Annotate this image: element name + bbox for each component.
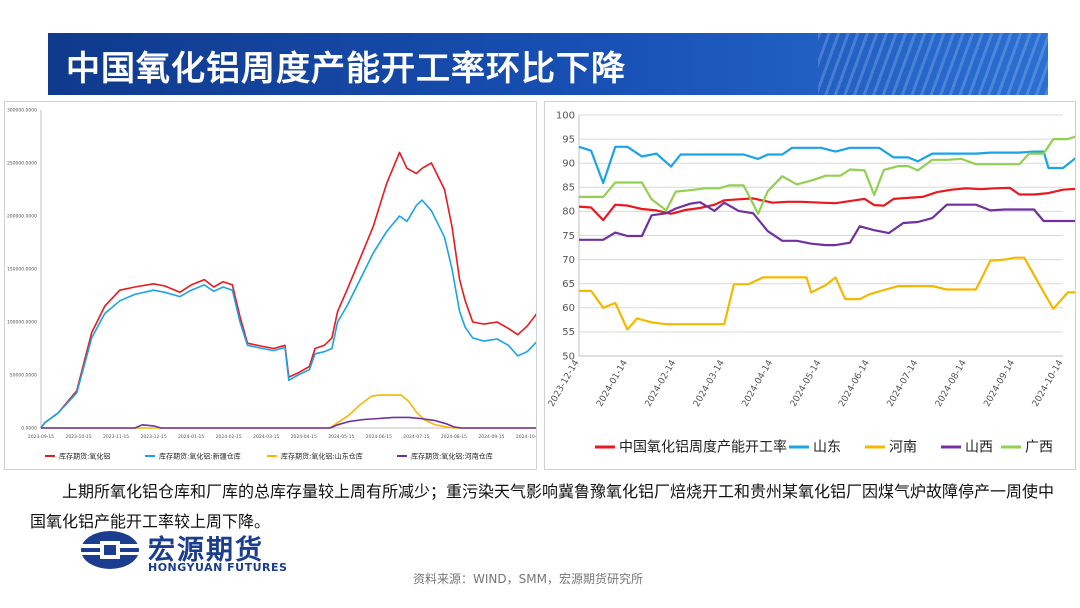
y-tick-label: 100 <box>556 110 575 121</box>
legend-label: 库存期货:氧化铝:河南仓库 <box>411 451 493 460</box>
legend-label: 河南 <box>889 440 917 456</box>
x-tick-label: 2024-04-15 <box>291 434 317 440</box>
y-tick-label: 200000.0000 <box>7 214 37 220</box>
operating-rate-chart: 50 55 60 65 70 75 80 85 90 95 100 2023-12-14 2024-01… <box>547 110 1075 456</box>
x-tick-label: 2024-04-14 <box>740 358 775 409</box>
x-tick-label: 2024-03-15 <box>253 434 279 440</box>
y-tick-label: 250000.0000 <box>7 161 37 167</box>
series-line-3 <box>579 256 1075 331</box>
y-tick-label: 0.0000 <box>21 426 37 432</box>
banner-decoration <box>818 33 1048 95</box>
title-banner: 中国氧化铝周度产能开工率环比下降 <box>48 33 1048 95</box>
x-tick-label: 2024-01-14 <box>595 358 630 409</box>
series-line-5 <box>579 135 1075 215</box>
legend-label: 山西 <box>965 440 993 456</box>
source-note: 资料来源：WIND，SMM，宏源期货研究所 <box>413 572 643 586</box>
x-tick-label: 2024-05-15 <box>328 434 354 440</box>
x-tick-label: 2024-01-15 <box>178 434 204 440</box>
x-tick-label: 2023-12-14 <box>547 358 582 409</box>
x-tick-label: 2024-07-15 <box>403 434 429 440</box>
x-tick-label: 2024-06-14 <box>837 358 872 409</box>
logo-english-name: HONGYUAN FUTURES <box>148 561 288 574</box>
series-line-4 <box>579 201 1075 247</box>
x-tick-label: 2023-12-15 <box>141 434 167 440</box>
x-tick-label: 2024-07-14 <box>886 358 921 409</box>
y-tick-label: 65 <box>562 279 575 290</box>
y-tick-label: 95 <box>562 134 575 145</box>
x-tick-label: 2024-08-15 <box>441 434 467 440</box>
legend-label: 广西 <box>1025 440 1053 456</box>
legend-label: 库存期货:氧化铝:新疆仓库 <box>159 451 241 460</box>
y-tick-label: 50000.0000 <box>10 373 37 379</box>
x-tick-label: 2024-06-15 <box>366 434 392 440</box>
x-tick-label: 2024-09-15 <box>478 434 504 440</box>
y-tick-label: 55 <box>562 327 575 338</box>
legend-label: 中国氧化铝周度产能开工率 <box>619 439 787 456</box>
company-logo: 宏源期货 HONGYUAN FUTURES <box>80 528 310 574</box>
legend-label: 库存期货:氧化铝:山东仓库 <box>281 451 363 460</box>
hongyuan-logo-icon <box>80 531 144 569</box>
x-tick-label: 2024-10-14 <box>1031 358 1066 409</box>
y-tick-label: 70 <box>562 255 575 266</box>
inventory-chart: 0.0000 50000.0000 100000.0000 150000.0000 20… <box>7 108 536 460</box>
y-tick-label: 50 <box>562 351 575 362</box>
legend-label: 库存期货:氧化铝 <box>59 451 110 460</box>
series-line-2 <box>40 199 536 429</box>
inventory-chart-panel: 0.0000 50000.0000 100000.0000 150000.0000 20… <box>4 101 537 470</box>
x-tick-label: 2024-02-14 <box>644 358 679 409</box>
x-tick-label: 2023-10-15 <box>65 434 91 440</box>
description-text: 上期所氧化铝仓库和厂库的总库存量较上周有所减少；重污染天气影响冀鲁豫氧化铝厂焙烧… <box>30 482 1055 531</box>
logo-chinese-name: 宏源期货 <box>148 535 264 566</box>
x-tick-label: 2024-05-14 <box>789 358 824 409</box>
legend-label: 山东 <box>813 440 841 456</box>
y-tick-label: 90 <box>562 159 575 170</box>
series-line-4 <box>41 416 536 429</box>
x-tick-label: 2024-09-14 <box>982 358 1017 409</box>
page-title: 中国氧化铝周度产能开工率环比下降 <box>66 49 626 89</box>
series-line-1 <box>40 151 536 429</box>
x-tick-label: 2023-09-15 <box>28 434 54 440</box>
y-tick-label: 60 <box>562 303 575 314</box>
x-tick-label: 2024-08-14 <box>934 358 969 409</box>
x-tick-label: 2024-03-14 <box>692 358 727 409</box>
y-tick-label: 75 <box>562 231 575 242</box>
y-tick-label: 85 <box>562 183 575 194</box>
y-tick-label: 100000.0000 <box>7 320 37 326</box>
y-tick-label: 150000.0000 <box>7 267 37 273</box>
operating-rate-chart-panel: 50 55 60 65 70 75 80 85 90 95 100 2023-12-14 2024-01… <box>544 101 1076 470</box>
x-tick-label: 2024-02-15 <box>216 434 242 440</box>
series-line-2 <box>578 145 1075 185</box>
x-tick-label: 2023-11-15 <box>103 434 129 440</box>
x-tick-label: 2024-10-15 <box>516 434 536 440</box>
series-line-3 <box>41 394 536 429</box>
y-tick-label: 80 <box>562 207 575 218</box>
y-tick-label: 300000.0000 <box>7 108 37 114</box>
